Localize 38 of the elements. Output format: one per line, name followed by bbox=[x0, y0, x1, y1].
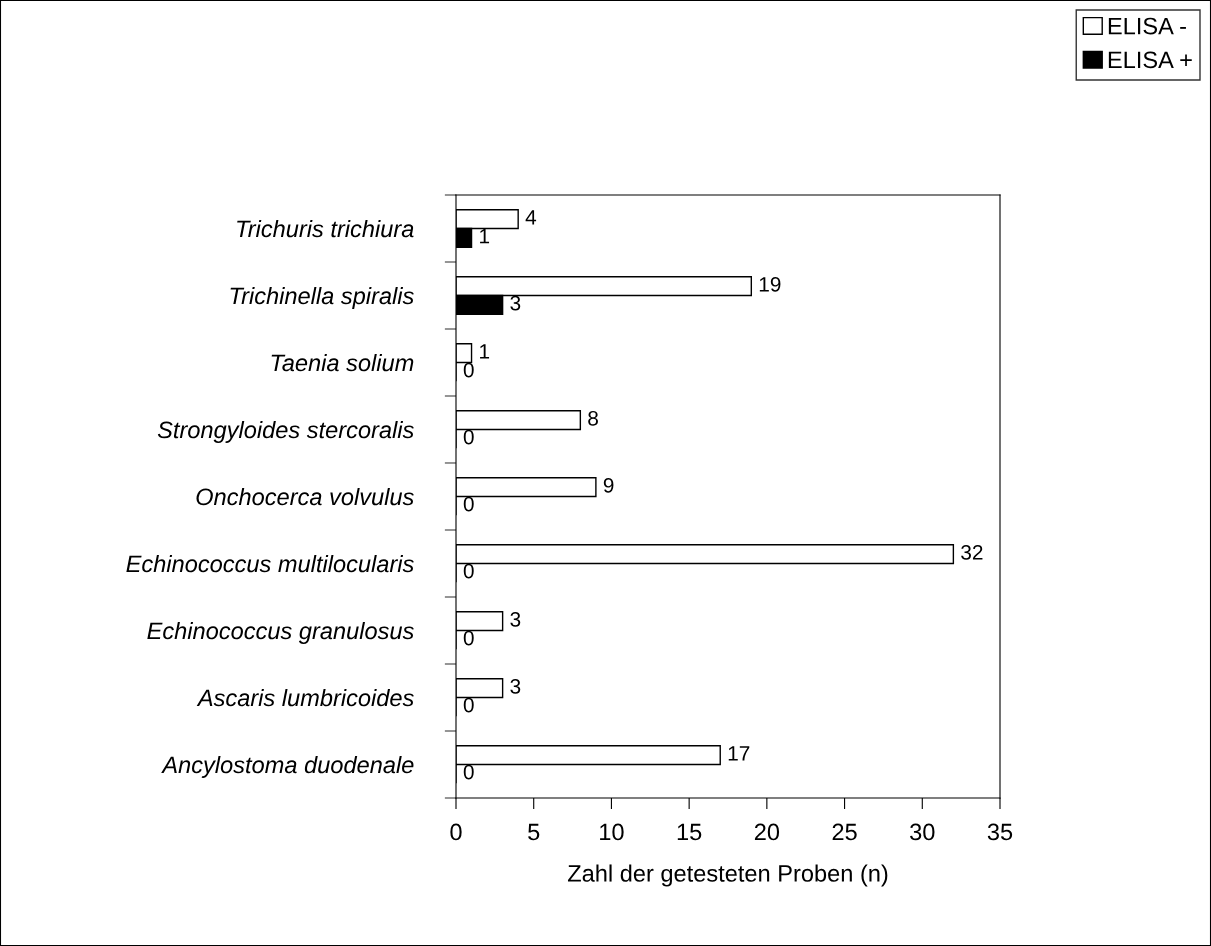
y-tick-label: Ancylostoma duodenale bbox=[161, 755, 414, 778]
data-label: 32 bbox=[961, 544, 983, 560]
data-label: 17 bbox=[728, 746, 750, 761]
data-label: 3 bbox=[510, 295, 521, 311]
y-tick-label: Taenia solium bbox=[271, 353, 414, 372]
x-tick-label: 25 bbox=[832, 823, 857, 841]
data-label: 1 bbox=[480, 344, 490, 359]
data-label: 0 bbox=[463, 764, 474, 780]
data-label: 0 bbox=[463, 697, 474, 713]
y-tick-label: Strongyloides stercoralis bbox=[157, 420, 414, 443]
y-tick-label: Ascaris lumbricoides bbox=[196, 688, 414, 707]
data-label: 3 bbox=[510, 611, 521, 627]
x-tick-label: 20 bbox=[754, 823, 780, 841]
data-label: 0 bbox=[463, 362, 474, 378]
data-label: 9 bbox=[603, 477, 614, 493]
data-label: 0 bbox=[463, 496, 474, 512]
x-tick-label: 0 bbox=[450, 823, 462, 841]
y-tick-label: Trichinella spiralis bbox=[230, 286, 414, 309]
x-axis-title: Zahl der getesteten Proben (n) bbox=[567, 864, 888, 887]
data-label: 4 bbox=[525, 210, 537, 225]
x-tick-label: 35 bbox=[987, 823, 1013, 841]
y-tick-label: Onchocerca volvulus bbox=[196, 487, 414, 506]
data-label: 0 bbox=[463, 429, 474, 445]
x-tick-label: 10 bbox=[600, 823, 624, 841]
legend-label: ELISA + bbox=[1108, 51, 1192, 69]
data-label: 1 bbox=[480, 228, 490, 244]
y-tick-label: Trichuris trichiura bbox=[237, 219, 414, 238]
data-label: 0 bbox=[463, 563, 474, 579]
x-tick-label: 30 bbox=[910, 823, 935, 841]
x-tick-label: 15 bbox=[677, 823, 702, 841]
data-label: 19 bbox=[759, 276, 781, 292]
x-tick-label: 5 bbox=[528, 823, 540, 841]
legend-label: ELISA - bbox=[1108, 17, 1186, 35]
data-label: 3 bbox=[510, 678, 521, 694]
data-label: 0 bbox=[463, 630, 474, 646]
y-tick-label: Echinococcus granulosus bbox=[147, 621, 414, 644]
y-tick-label: Echinococcus multilocularis bbox=[126, 554, 414, 573]
data-label: 8 bbox=[588, 410, 598, 426]
